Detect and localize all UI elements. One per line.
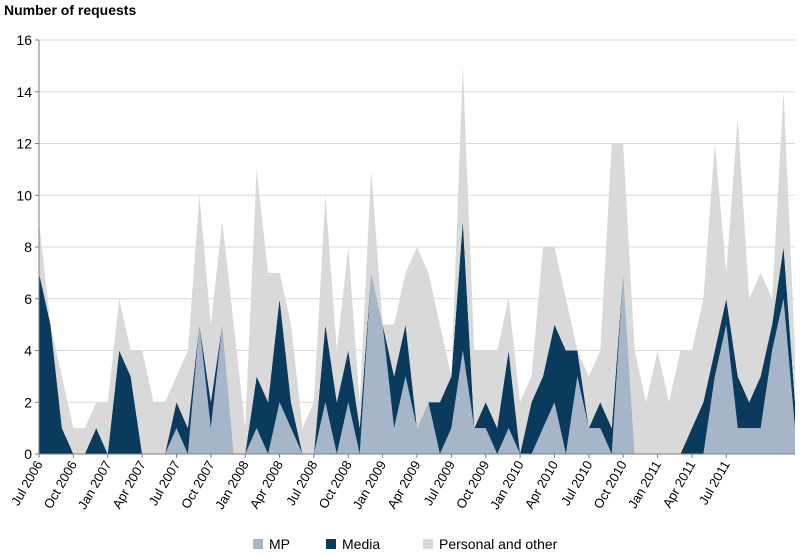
x-tick-label: Oct 2010 [590,458,629,511]
legend-swatch-media [326,539,336,549]
x-tick-label: Jan 2011 [625,458,664,511]
y-tick-label: 10 [16,187,32,203]
legend: MP Media Personal and other [0,536,800,556]
x-tick-label: Jul 2006 [8,458,46,508]
x-tick-label: Oct 2009 [453,458,492,511]
y-axis-title: Number of requests [4,2,137,18]
y-tick-label: 6 [24,291,32,307]
y-tick-label: 4 [24,343,32,359]
x-tick-label: Jul 2007 [145,458,183,508]
series-areas [39,65,795,454]
legend-item-mp: MP [253,536,290,552]
legend-label-mp: MP [269,536,290,552]
y-tick-label: 14 [16,84,32,100]
x-tick-label: Oct 2007 [178,458,217,511]
x-tick-label: Oct 2006 [41,458,80,511]
x-tick-label: Apr 2010 [522,458,561,511]
legend-swatch-mp [253,539,263,549]
x-tick-label: Jul 2010 [558,458,596,508]
legend-item-personal: Personal and other [423,536,557,552]
legend-label-personal: Personal and other [439,536,558,552]
x-tick-label: Jul 2011 [696,458,733,507]
x-tick-label: Apr 2011 [660,458,699,510]
x-tick-label: Apr 2008 [247,458,286,511]
x-tick-label: Apr 2009 [384,458,423,511]
x-tick-label: Jul 2009 [420,458,458,508]
y-tick-label: 16 [16,32,32,48]
y-tick-label: 8 [24,239,32,255]
x-tick-label: Apr 2007 [109,458,148,511]
legend-swatch-personal [423,539,433,549]
legend-label-media: Media [342,536,381,552]
x-tick-label: Jul 2008 [283,458,321,508]
y-tick-labels: 0 2 4 6 8 10 12 14 16 [16,32,32,462]
series-area-media [39,221,795,454]
axes [35,39,795,458]
legend-item-media: Media [326,536,380,552]
x-tick-label: Oct 2008 [315,458,354,511]
series-area-personal-and-other [39,65,795,454]
series-area-mp [39,272,795,454]
y-tick-label: 0 [24,446,32,462]
y-tick-label: 2 [24,394,32,410]
y-tick-label: 12 [16,136,32,152]
